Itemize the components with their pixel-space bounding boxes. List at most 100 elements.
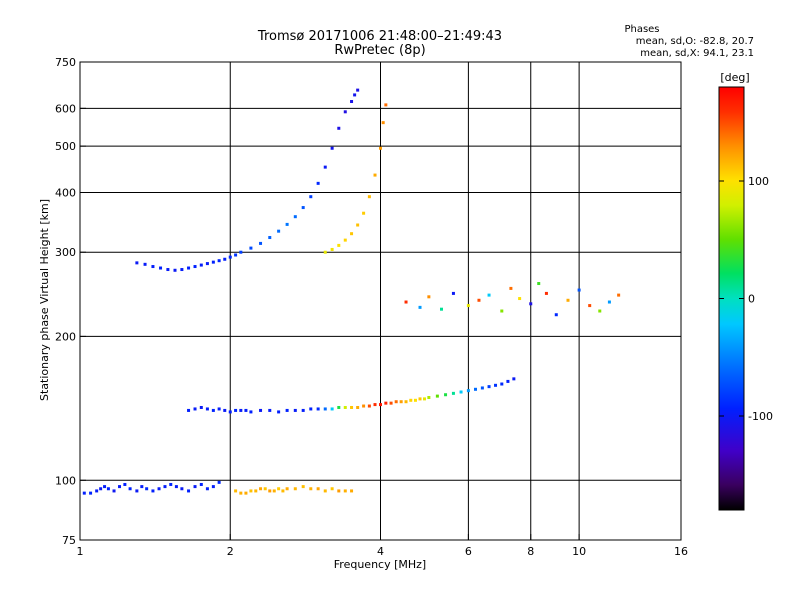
series-f-layer-o-trace [135, 88, 360, 272]
data-point [268, 408, 272, 412]
data-point [373, 403, 377, 407]
data-point [151, 265, 155, 269]
data-point [211, 408, 215, 412]
data-point [459, 390, 463, 394]
data-point [330, 247, 334, 251]
chart-subtitle: RwPretec (8p) [334, 43, 425, 58]
data-point [293, 487, 297, 491]
data-point [379, 403, 382, 407]
data-point [330, 146, 334, 150]
data-point [135, 489, 139, 493]
data-point [193, 485, 197, 489]
data-point [413, 398, 417, 402]
data-point [356, 88, 360, 92]
data-point [394, 400, 398, 404]
data-point [309, 195, 313, 199]
data-point [480, 386, 484, 390]
data-point [249, 246, 253, 250]
data-point [506, 379, 510, 383]
data-point [166, 268, 170, 272]
data-point [193, 265, 197, 269]
data-point [509, 286, 513, 290]
data-point [285, 487, 289, 491]
data-point [451, 391, 455, 395]
data-point [343, 238, 347, 242]
x-tick-label: 4 [377, 545, 384, 558]
data-point [350, 100, 354, 104]
data-point [99, 487, 103, 491]
data-point [277, 229, 281, 233]
data-point [187, 266, 191, 270]
x-tick-label: 8 [527, 545, 534, 558]
data-point [244, 408, 248, 412]
data-point [323, 489, 327, 493]
data-point [373, 173, 377, 177]
data-point [588, 304, 592, 308]
data-point [187, 489, 191, 493]
data-point [404, 400, 408, 404]
data-point [309, 407, 313, 411]
data-point [123, 482, 127, 486]
data-point [323, 250, 327, 254]
x-tick-label: 2 [227, 545, 234, 558]
data-point [205, 487, 209, 491]
data-point [180, 268, 184, 272]
data-point [89, 491, 93, 495]
y-tick-label: 300 [55, 246, 76, 259]
data-point [259, 408, 263, 412]
data-point [399, 400, 403, 404]
data-point [293, 408, 297, 412]
data-point [268, 236, 272, 240]
data-point [254, 489, 258, 493]
data-point [356, 405, 360, 409]
series-es-f1-o-trace [187, 405, 354, 414]
data-point [217, 407, 221, 411]
data-point [234, 489, 238, 493]
data-point [239, 408, 243, 412]
y-tick-label: 100 [55, 474, 76, 487]
data-point [466, 389, 470, 393]
data-point [301, 408, 305, 412]
data-point [494, 383, 498, 387]
data-point [211, 485, 215, 489]
data-point [544, 291, 548, 295]
data-point [473, 387, 477, 391]
data-point [379, 146, 382, 150]
data-point [234, 253, 238, 257]
colorbar-tick-label: -100 [748, 410, 773, 423]
data-point [440, 307, 444, 311]
data-point [272, 489, 276, 493]
data-point [316, 181, 320, 185]
data-point [337, 126, 341, 130]
data-points [82, 88, 621, 495]
data-point [512, 377, 516, 381]
data-point [173, 268, 177, 272]
data-point [381, 121, 385, 125]
colorbar-tick-label: 100 [748, 175, 769, 188]
data-point [316, 407, 320, 411]
data-point [268, 489, 272, 493]
data-point [418, 305, 422, 309]
data-point [199, 405, 203, 409]
x-tick-label: 6 [465, 545, 472, 558]
data-point [350, 405, 354, 409]
data-point [106, 487, 110, 491]
data-point [244, 491, 248, 495]
y-axis-ticks: 75 100 200 300 400 500 600 750 [55, 56, 86, 547]
data-point [343, 489, 347, 493]
data-point [157, 487, 161, 491]
x-tick-label: 1 [77, 545, 84, 558]
data-point [362, 211, 366, 215]
data-point [301, 485, 305, 489]
y-tick-label: 500 [55, 140, 76, 153]
series-es-f1-x-trace [356, 377, 516, 409]
data-point [323, 165, 327, 169]
data-point [518, 297, 522, 301]
grid-lines [80, 62, 681, 540]
data-point [199, 263, 203, 267]
y-tick-label: 200 [55, 330, 76, 343]
data-point [598, 309, 602, 313]
data-point [135, 261, 139, 265]
data-point [217, 480, 221, 484]
data-point [500, 309, 504, 313]
